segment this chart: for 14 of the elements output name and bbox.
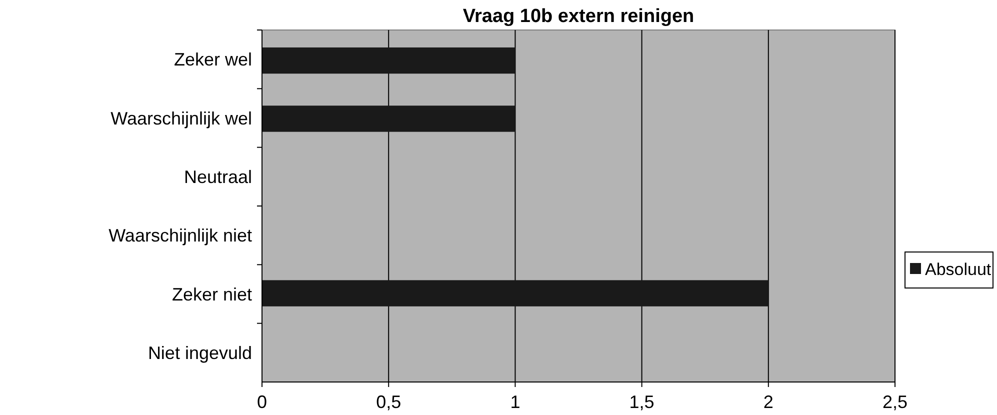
x-tick-label: 0	[256, 392, 268, 412]
x-tick-label: 2	[763, 392, 774, 412]
y-tick-label: Neutraal	[184, 166, 252, 187]
legend-label: Absoluut	[925, 260, 992, 279]
y-tick-label: Zeker wel	[174, 50, 252, 70]
x-tick-label: 1,5	[629, 392, 654, 412]
x-tick-label: 0,5	[376, 392, 402, 412]
x-tick-label: 2,5	[882, 392, 908, 412]
y-tick-label: Waarschijnlijk wel	[110, 108, 252, 128]
y-tick-label: Waarschijnlijk niet	[108, 226, 252, 246]
y-tick-label: Zeker niet	[172, 284, 252, 304]
x-tick-label: 1	[510, 392, 520, 412]
y-tick-label: Niet ingevuld	[148, 342, 252, 363]
chart-title: Vraag 10b extern reinigen	[462, 6, 694, 27]
